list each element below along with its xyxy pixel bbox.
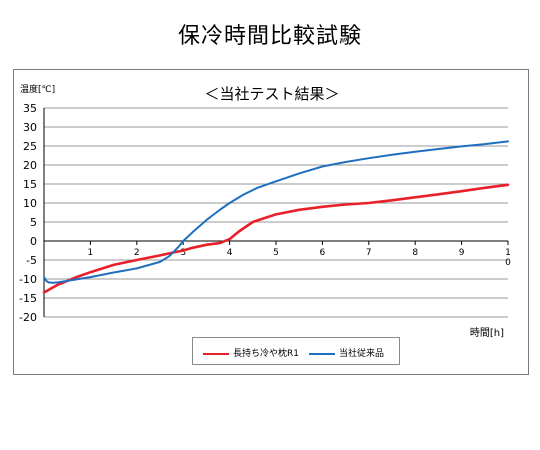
legend-swatch-series2 (309, 352, 335, 355)
x-tick-label-char: 0 (505, 258, 511, 268)
legend-label-series1: 長持ち冷や枕R1 (233, 349, 299, 359)
y-tick-label: 25 (23, 140, 37, 153)
y-tick-label: 35 (23, 102, 37, 115)
y-tick-label: 10 (23, 197, 37, 210)
x-tick-label: 5 (273, 248, 279, 258)
legend-label-series2: 当社従来品 (339, 349, 385, 359)
legend-swatch-series1 (203, 352, 229, 355)
chart-frame: ＜当社テスト結果＞ 温度[℃] 35 30 25 20 15 10 5 0 -5 -10 -15 -20 1… (13, 69, 529, 375)
x-tick-label: 8 (412, 248, 418, 258)
x-axis-label: 時間[h] (470, 327, 504, 339)
legend-item-series1: 長持ち冷や枕R1 (203, 346, 299, 359)
series-line-1 (42, 183, 510, 294)
y-tick-label: -20 (19, 311, 37, 324)
x-tick-label: 3 (180, 248, 186, 258)
legend-item-series2: 当社従来品 (309, 346, 384, 359)
y-tick-label: -15 (19, 292, 37, 305)
x-tick-label-char: 1 (505, 248, 511, 258)
y-tick-label: 15 (23, 178, 37, 191)
chart-legend: 長持ち冷や枕R1 当社従来品 (192, 337, 400, 365)
x-tick-label: 7 (366, 248, 372, 258)
chart-title: ＜当社テスト結果＞ (204, 85, 339, 103)
y-tick-label: 30 (23, 121, 37, 134)
page-title: 保冷時間比較試験 (177, 24, 362, 49)
line-chart: ＜当社テスト結果＞温度[℃]35302520151050-5-10-15-201… (19, 83, 511, 339)
series-line-2 (43, 140, 509, 284)
y-tick-label: -10 (19, 273, 37, 286)
y-tick-label: 0 (30, 235, 37, 248)
x-tick-label: 1 (88, 248, 94, 258)
x-tick-label: 2 (134, 248, 140, 258)
x-tick-label: 9 (459, 248, 465, 258)
y-tick-label: -5 (26, 254, 37, 267)
y-tick-label: 5 (30, 216, 37, 229)
y-tick-label: 20 (23, 159, 37, 172)
x-tick-label: 6 (320, 248, 326, 258)
x-tick-label: 4 (227, 248, 233, 258)
y-axis-label: 温度[℃] (20, 83, 55, 95)
